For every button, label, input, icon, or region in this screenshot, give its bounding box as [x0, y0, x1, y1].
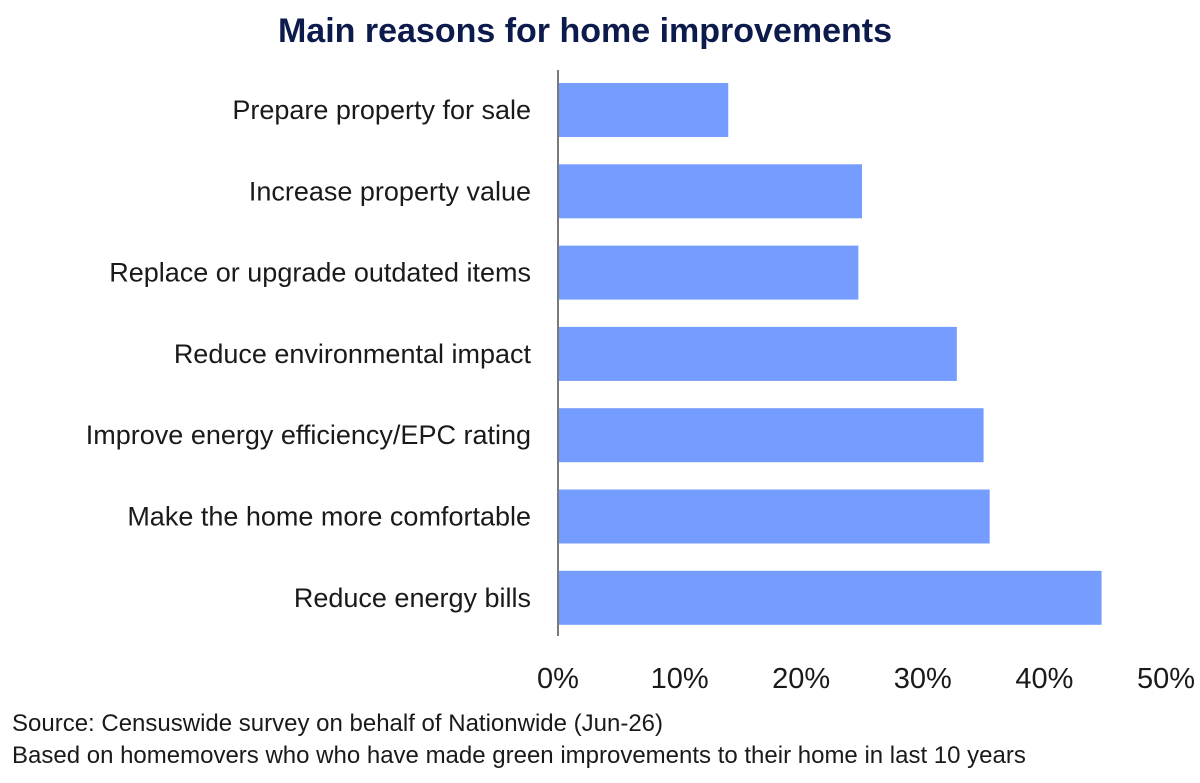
x-tick-label: 20% [772, 663, 830, 695]
category-label: Increase property value [249, 176, 531, 206]
x-tick-label: 30% [894, 663, 952, 695]
category-label: Reduce energy bills [294, 583, 531, 613]
bar [559, 83, 729, 137]
category-label: Make the home more comfortable [127, 502, 531, 532]
source-note: Source: Censuswide survey on behalf of N… [12, 710, 664, 737]
chart-notes: Source: Censuswide survey on behalf of N… [12, 708, 1026, 772]
bar [559, 489, 990, 544]
x-tick-label: 50% [1137, 663, 1195, 695]
x-tick-label: 40% [1015, 663, 1073, 695]
base-note: Based on homemovers who who have made gr… [12, 742, 1026, 769]
x-tick-label: 10% [651, 663, 709, 695]
bar [559, 570, 1102, 625]
category-label: Replace or upgrade outdated items [109, 258, 531, 288]
bar [559, 164, 862, 219]
x-tick-label: 0% [537, 663, 579, 695]
bar [559, 326, 957, 381]
category-label: Prepare property for sale [232, 95, 531, 125]
chart-title: Main reasons for home improvements [277, 12, 893, 50]
category-label: Reduce environmental impact [174, 339, 532, 369]
bar [559, 245, 859, 300]
bar [559, 408, 984, 463]
category-label: Improve energy efficiency/EPC rating [86, 420, 531, 450]
